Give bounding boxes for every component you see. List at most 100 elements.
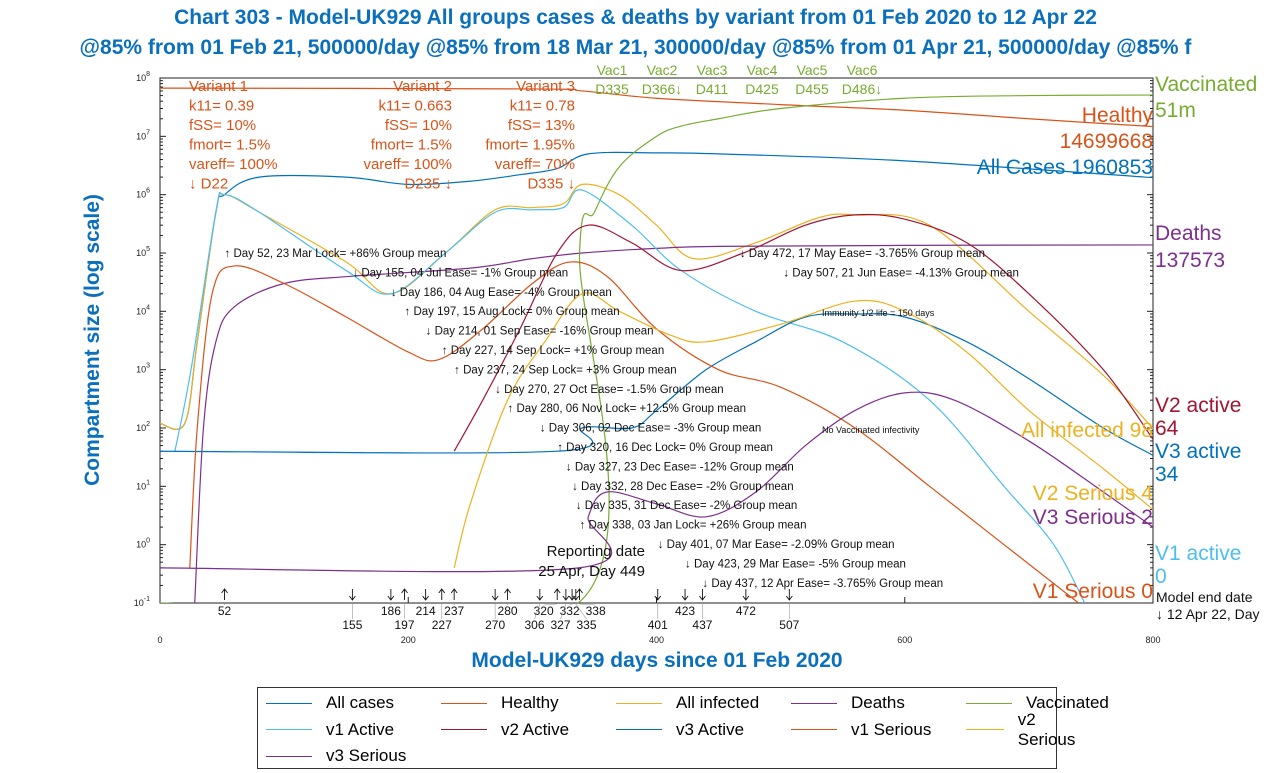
vaccination-date: D455 — [795, 81, 829, 97]
event-annotation: ↓ Day 332, 28 Dec Ease= -2% Group mean — [572, 481, 794, 493]
vaccination-date: D335 — [595, 81, 629, 97]
legend-swatch — [966, 729, 1004, 730]
arrow-down-icon — [699, 589, 706, 601]
arrow-up-icon — [504, 588, 511, 600]
event-leader-line — [579, 603, 596, 606]
y-tick-label: 102 — [136, 421, 150, 433]
end-label: All Cases 1960853 — [977, 156, 1153, 179]
event-annotation: ↓ Day 270, 27 Oct Ease= -1.5% Group mean — [495, 384, 724, 396]
series-line-vaccinated — [160, 94, 1153, 603]
x-tick-label: 400 — [649, 635, 664, 645]
legend-swatch — [616, 729, 662, 730]
arrow-down-icon — [681, 589, 689, 601]
event-day-label: 507 — [779, 618, 799, 632]
event-day-label: 237 — [444, 604, 464, 618]
chart-subtitle: @85% from 01 Feb 21, 500000/day @85% fro… — [79, 36, 1192, 59]
arrow-down-icon — [491, 589, 499, 601]
vaccination-label: Vac2 — [647, 62, 678, 78]
event-annotation: ↓ Day 306, 02 Dec Ease= -3% Group mean — [540, 423, 762, 435]
variant-info-3: vareff= 70% — [495, 156, 575, 173]
event-annotation: ↑ Day 197, 15 Aug Lock= 0% Group mean — [405, 306, 620, 318]
event-day-label: 472 — [736, 604, 756, 618]
variant-info-3: Variant 3 — [516, 78, 575, 95]
legend-label: v2 Active — [501, 719, 570, 739]
variant-info-1: k11= 0.39 — [189, 98, 254, 115]
event-annotation: ↓ Day 507, 21 Jun Ease= -4.13% Group mea… — [783, 267, 1019, 279]
event-leader-line — [543, 603, 558, 606]
arrow-down-icon — [654, 589, 662, 601]
legend-label: Healthy — [501, 693, 559, 712]
variant-info-2: vareff= 100% — [363, 156, 452, 173]
event-annotation: ↑ Day 237, 24 Sep Lock= +3% Group mean — [454, 364, 676, 376]
legend-item: v1 Serious — [783, 717, 931, 743]
model-end-date-value: ↓ 12 Apr 22, Day — [1156, 606, 1260, 622]
chart-plot: 10-1 100 101 102 103 104 105 106 107 108 0 200 400 60… — [81, 62, 1260, 672]
arrow-down-icon — [742, 589, 750, 601]
y-tick-label: 100 — [136, 538, 150, 550]
y-tick-label: 103 — [136, 363, 150, 375]
end-label: 137573 — [1155, 249, 1225, 272]
variant-info-3: fmort= 1.95% — [485, 137, 575, 154]
event-annotation: ↓ Day 437, 12 Apr Ease= -3.765% Group me… — [702, 578, 943, 590]
legend-item: v1 Active — [258, 717, 394, 743]
x-tick-label: 600 — [897, 635, 912, 645]
legend-item: All cases — [258, 690, 394, 716]
end-label: V3 Serious 2 — [1033, 506, 1153, 529]
series-line-v1-active — [174, 189, 1086, 603]
event-leader-line — [560, 603, 567, 620]
variant-info-2: Variant 2 — [393, 78, 452, 95]
event-annotation: ↑ Day 52, 23 Mar Lock= +86% Group mean — [225, 248, 447, 260]
event-day-label: 338 — [586, 604, 606, 618]
variant-info-1: vareff= 100% — [189, 156, 278, 173]
arrow-down-icon — [785, 589, 793, 601]
end-label: Vaccinated — [1155, 73, 1257, 96]
variant-info-2: fSS= 10% — [385, 117, 452, 134]
arrow-up-icon — [438, 588, 446, 600]
legend-label: All infected — [676, 693, 760, 712]
end-label: V1 active — [1155, 542, 1241, 565]
arrow-up-icon — [401, 588, 408, 600]
variant-info-1: fSS= 10% — [189, 117, 256, 134]
x-tick-label: 800 — [1145, 635, 1160, 645]
legend-label: v3 Active — [676, 719, 745, 739]
event-leader-line — [575, 603, 587, 620]
immunity-note: Immunity 1/2 life = 150 days — [822, 308, 935, 318]
vaccination-date: D486↓ — [842, 81, 882, 97]
end-label: 34 — [1155, 463, 1179, 486]
legend-swatch — [266, 729, 312, 730]
legend-item: Vaccinated — [958, 690, 1109, 716]
event-day-label: 327 — [550, 618, 570, 632]
legend-swatch — [791, 729, 837, 730]
event-annotation: ↓ Day 327, 23 Dec Ease= -12% Group mean — [566, 461, 794, 473]
end-label: All infected 98 — [1021, 419, 1153, 442]
arrow-down-icon — [387, 589, 395, 601]
y-tick-label: 107 — [136, 129, 150, 141]
end-label: 64 — [1155, 417, 1179, 440]
legend-label: All cases — [326, 693, 395, 712]
y-tick-label: 104 — [136, 304, 150, 316]
legend-swatch — [266, 755, 312, 757]
variant-info-2: D235 ↓ — [404, 176, 452, 193]
event-annotation: ↓ Day 186, 04 Aug Ease= -4% Group mean — [391, 287, 612, 299]
end-label: Healthy — [1082, 104, 1154, 127]
arrow-up-icon — [576, 588, 583, 600]
vaccination-label: Vac6 — [847, 62, 878, 78]
variant-info-3: fSS= 13% — [508, 117, 575, 134]
end-label: Deaths — [1155, 222, 1222, 245]
legend-label: v1 Serious — [851, 719, 932, 739]
event-day-label: 332 — [560, 604, 580, 618]
end-label: V2 Serious 4 — [1033, 482, 1154, 505]
chart-legend: All cases Healthy All infected Deaths Vaccin… — [257, 687, 1109, 769]
variant-info-2: k11= 0.663 — [378, 98, 452, 115]
model-end-date-label: Model end date — [1156, 589, 1253, 605]
legend-item: All infected — [608, 690, 759, 716]
variant-info-1: Variant 1 — [189, 78, 248, 95]
y-tick-label: 108 — [136, 71, 150, 83]
event-annotation: ↑ Day 320, 16 Dec Lock= 0% Group mean — [557, 442, 773, 454]
variant-info-1: ↓ D22 — [189, 176, 228, 193]
vaccination-label: Vac5 — [797, 62, 828, 78]
legend-swatch — [441, 729, 487, 730]
event-annotation: ↓ Day 401, 07 Mar Ease= -2.09% Group mea… — [658, 539, 895, 551]
legend-swatch — [616, 702, 662, 704]
legend-label: v3 Serious — [326, 746, 407, 765]
